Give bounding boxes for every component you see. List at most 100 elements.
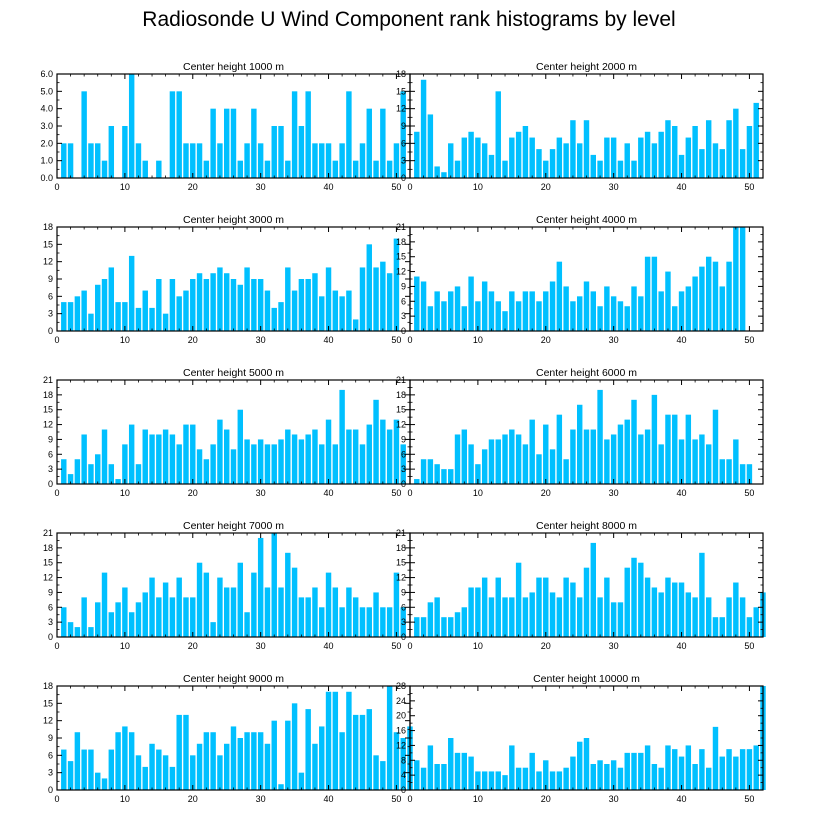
bar xyxy=(278,784,284,790)
bar xyxy=(719,756,725,790)
bar xyxy=(577,597,583,637)
bar xyxy=(448,469,454,484)
bar xyxy=(502,597,508,637)
bar xyxy=(61,302,67,331)
bar xyxy=(257,537,264,637)
bar xyxy=(122,126,128,178)
bar xyxy=(468,756,474,790)
bar xyxy=(610,760,617,790)
bar xyxy=(88,627,94,637)
bar xyxy=(95,284,101,331)
bar xyxy=(237,160,243,178)
x-tick-label: 20 xyxy=(541,641,551,651)
y-tick-label: 12 xyxy=(396,740,406,750)
bar xyxy=(101,160,108,178)
x-tick-label: 40 xyxy=(324,641,334,651)
bar xyxy=(183,290,189,331)
y-tick-label: 2.0 xyxy=(40,138,53,148)
bar xyxy=(244,732,250,790)
bar xyxy=(420,617,427,637)
bar xyxy=(210,273,216,331)
bar xyxy=(468,276,474,331)
bar xyxy=(448,738,454,790)
bar xyxy=(441,617,447,637)
x-tick-label: 40 xyxy=(324,488,334,498)
bar xyxy=(536,149,542,178)
bar xyxy=(597,389,603,484)
bar xyxy=(95,772,101,790)
bar xyxy=(230,449,237,484)
bar xyxy=(108,126,115,178)
bar xyxy=(651,764,658,790)
bar xyxy=(271,720,277,790)
bar xyxy=(536,301,542,331)
y-tick-label: 12 xyxy=(43,257,53,267)
x-tick-label: 10 xyxy=(120,794,130,804)
bar xyxy=(224,429,230,484)
bar xyxy=(352,429,359,484)
y-tick-label: 21 xyxy=(43,528,53,538)
y-tick-label: 6 xyxy=(48,449,53,459)
bar xyxy=(319,296,325,331)
bar xyxy=(190,597,196,637)
y-tick-label: 15 xyxy=(43,698,53,708)
bar xyxy=(726,749,732,790)
bar xyxy=(95,602,101,637)
bar xyxy=(733,756,739,790)
bar xyxy=(393,572,400,637)
bar xyxy=(617,767,624,790)
bar xyxy=(549,149,556,178)
bar xyxy=(380,607,386,637)
bar xyxy=(135,602,142,637)
bar xyxy=(719,617,725,637)
bar xyxy=(733,582,739,637)
bar xyxy=(298,597,305,637)
bar xyxy=(448,617,454,637)
bar xyxy=(366,108,372,178)
x-tick-label: 30 xyxy=(609,182,619,192)
bar xyxy=(271,533,277,637)
bar xyxy=(563,577,569,637)
bar xyxy=(115,732,121,790)
bar xyxy=(726,459,732,484)
panel-title: Center height 7000 m xyxy=(183,520,284,532)
y-tick-label: 8 xyxy=(401,755,406,765)
bar xyxy=(352,597,359,637)
bar xyxy=(475,301,481,331)
bar xyxy=(135,143,142,178)
y-tick-label: 21 xyxy=(396,528,406,538)
bar xyxy=(678,439,685,484)
bar xyxy=(529,752,535,790)
y-tick-label: 0 xyxy=(401,479,406,489)
bar xyxy=(122,302,128,331)
panel-5: Center height 5000 m0 10 20 30 40 50036912151… xyxy=(43,367,411,498)
panel-10: Center height 10000 m 0 10 20 30 40 50 0 4 8 12 16 2… xyxy=(396,673,766,804)
bar xyxy=(604,286,610,331)
bar xyxy=(108,749,115,790)
bar xyxy=(414,617,420,637)
x-tick-label: 0 xyxy=(54,182,59,192)
bar xyxy=(251,444,257,484)
bar xyxy=(400,444,406,484)
bar xyxy=(251,572,257,637)
y-tick-label: 21 xyxy=(43,375,53,385)
panel-8: Center height 8000 m 0 10 20 30 40 50 0 3 6 9 12 15 1… xyxy=(396,520,766,651)
bar xyxy=(502,160,508,178)
x-tick-label: 10 xyxy=(120,641,130,651)
bar xyxy=(346,429,352,484)
bar xyxy=(712,726,719,790)
bar xyxy=(74,732,81,790)
bar xyxy=(305,279,311,331)
bar xyxy=(278,587,284,637)
bar xyxy=(122,444,128,484)
bar xyxy=(543,760,549,790)
x-tick-label: 50 xyxy=(744,182,754,192)
bar xyxy=(210,444,216,484)
x-tick-label: 10 xyxy=(473,335,483,345)
x-tick-label: 30 xyxy=(609,488,619,498)
bar xyxy=(543,160,549,178)
bar xyxy=(488,291,495,331)
bar xyxy=(543,424,549,484)
bar xyxy=(678,291,685,331)
